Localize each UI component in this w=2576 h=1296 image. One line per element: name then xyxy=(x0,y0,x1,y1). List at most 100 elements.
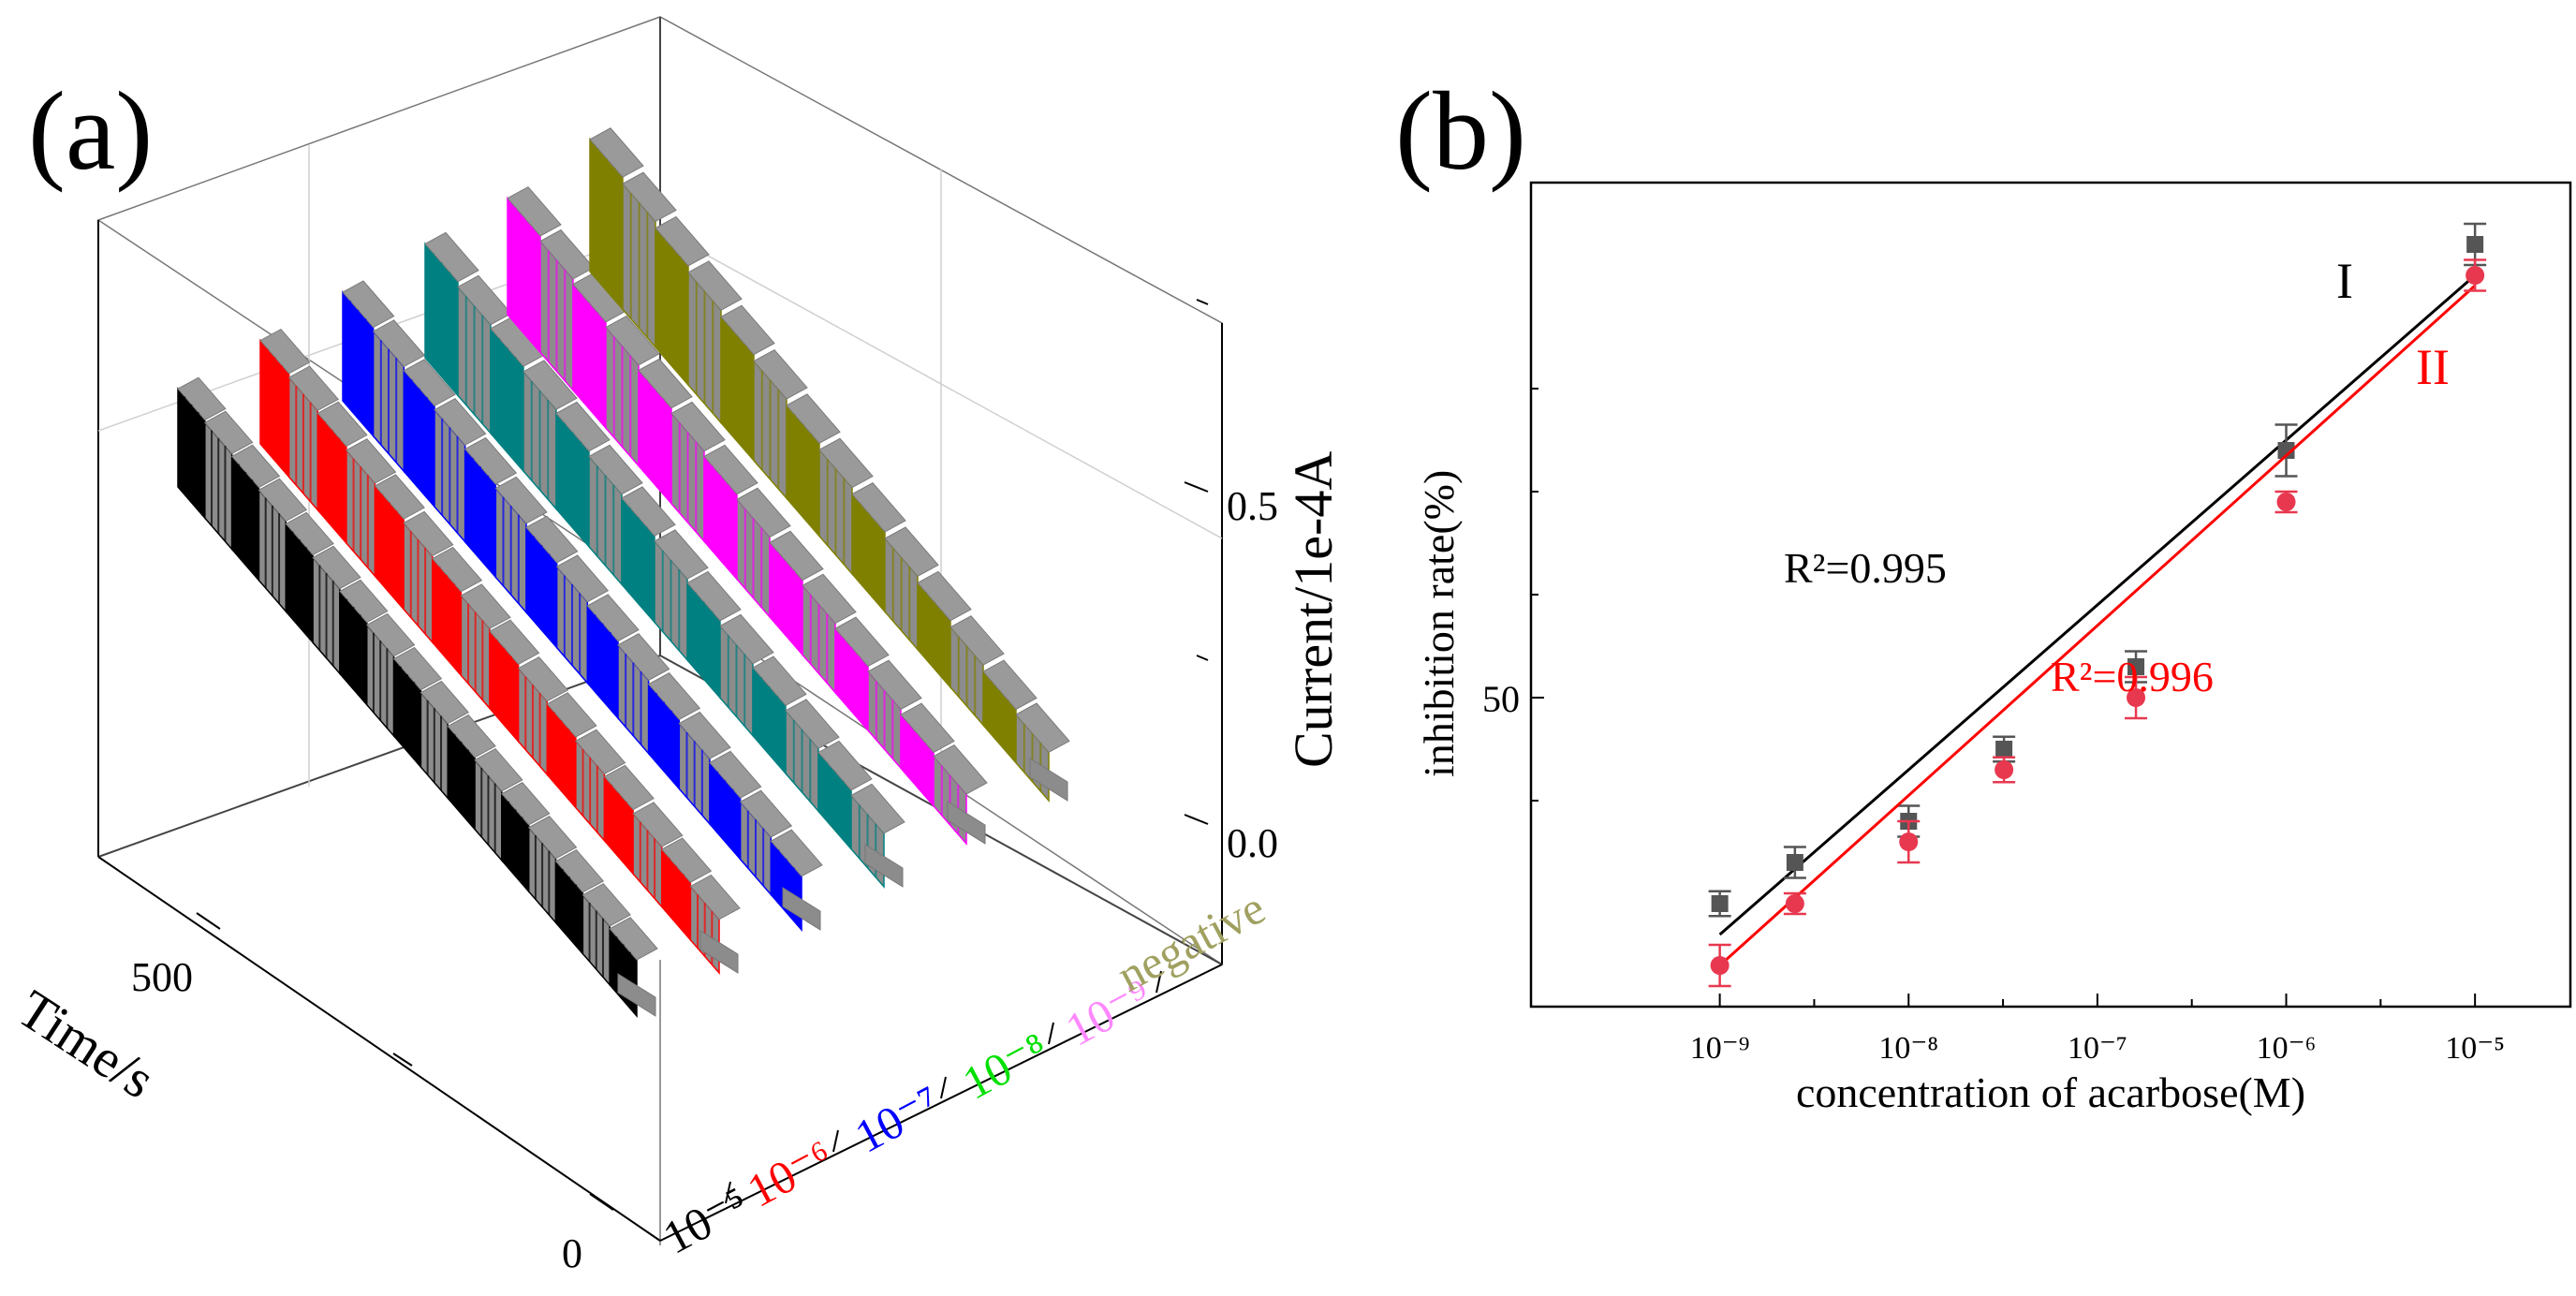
point-I-1 xyxy=(1786,854,1803,871)
point-II-4 xyxy=(2127,688,2146,707)
trace-1 xyxy=(259,328,741,976)
step-top-2-11 xyxy=(678,711,731,759)
plot-b-y-label: inhibition rate(%) xyxy=(1415,470,1463,777)
step-top-2-10 xyxy=(647,672,701,720)
step-top-1-3 xyxy=(346,438,397,484)
step-top-2-14 xyxy=(770,829,823,877)
r2-label-I: R²=0.995 xyxy=(1784,544,1947,592)
step-top-4-5 xyxy=(670,401,726,452)
time-tick-major-500 xyxy=(196,912,221,930)
point-I-4 xyxy=(2127,658,2145,675)
step-top-4-3 xyxy=(605,315,660,366)
series-label-II: II xyxy=(2416,339,2450,395)
step-top-0-16 xyxy=(609,917,658,961)
trace-4 xyxy=(507,185,988,847)
step-top-2-3 xyxy=(434,397,487,446)
point-I-6 xyxy=(2466,236,2484,253)
trace-2 xyxy=(342,280,823,933)
step-top-0-5 xyxy=(312,545,361,590)
z-axis-label: Current/1e-4A xyxy=(1283,451,1344,768)
step-top-3-9 xyxy=(719,613,774,665)
step-top-3-0 xyxy=(424,231,479,283)
step-top-3-10 xyxy=(752,655,807,706)
z-tick-1: 0.5 xyxy=(1227,483,1278,529)
step-top-3-6 xyxy=(621,486,676,537)
step-top-4-12 xyxy=(900,702,955,754)
step-top-3-8 xyxy=(686,570,742,622)
step-top-1-1 xyxy=(287,365,340,412)
trace-end-2 xyxy=(782,887,821,931)
step-top-1-0 xyxy=(259,328,311,375)
step-top-3-4 xyxy=(555,401,611,452)
step-top-2-2 xyxy=(403,359,456,407)
fit-line-I xyxy=(1718,273,2477,936)
category-label-1: 10⁻⁶ xyxy=(739,1129,841,1216)
step-top-0-13 xyxy=(527,816,578,860)
y-tick-label-50: 50 xyxy=(1482,678,1520,720)
step-top-3-5 xyxy=(588,444,643,495)
panel-a: (a) 0.0 0.5 Current/1e-4A xyxy=(7,16,1344,1276)
step-top-4-9 xyxy=(802,573,857,625)
z-tick-major-0 xyxy=(1184,814,1209,825)
panel-b: (b) inhibition rate(%) concentration of … xyxy=(1395,68,2572,1116)
trace-end-5 xyxy=(1029,758,1068,802)
point-II-5 xyxy=(2276,493,2296,511)
step-top-1-13 xyxy=(632,802,684,847)
step-top-2-12 xyxy=(709,750,762,799)
step-top-5-13 xyxy=(1015,702,1070,754)
step-top-5-10 xyxy=(917,570,972,622)
panel-b-label: (b) xyxy=(1395,68,1526,193)
point-II-1 xyxy=(1785,894,1804,913)
x-tick-label-0: 10⁻⁹ xyxy=(1690,1031,1750,1066)
step-top-1-10 xyxy=(546,692,597,738)
step-top-5-9 xyxy=(884,526,939,578)
z-tick-minor-1 xyxy=(1196,655,1209,661)
step-top-3-13 xyxy=(850,783,905,834)
plot-b-area: 10⁻⁹ 10⁻⁸ 10⁻⁷ 10⁻⁶ 10⁻⁵50IIIR²=0.995R²=0.99… xyxy=(1482,222,2505,1066)
step-top-0-2 xyxy=(230,444,281,489)
step-top-2-4 xyxy=(464,436,518,485)
point-I-3 xyxy=(1995,741,2013,758)
step-top-1-5 xyxy=(403,510,454,557)
step-top-3-3 xyxy=(523,360,578,410)
step-top-4-4 xyxy=(638,358,693,409)
step-top-0-8 xyxy=(392,646,443,691)
step-top-0-10 xyxy=(447,714,496,758)
point-II-2 xyxy=(1899,832,1919,851)
x-tick-label-1: 10⁻⁸ xyxy=(1878,1031,1938,1066)
z-tick-0: 0.0 xyxy=(1227,820,1278,866)
step-top-5-6 xyxy=(786,393,841,444)
step-top-2-9 xyxy=(617,633,670,682)
point-II-0 xyxy=(1710,956,1730,975)
point-I-5 xyxy=(2277,442,2295,459)
panel-a-label: (a) xyxy=(28,68,153,193)
step-top-1-11 xyxy=(575,729,626,775)
z-tick-major-1 xyxy=(1184,481,1209,493)
cat-tick-3 xyxy=(940,1076,947,1099)
plot-a-floor-front-right xyxy=(659,964,1223,1242)
step-top-0-0 xyxy=(177,376,227,421)
step-top-0-1 xyxy=(204,410,254,455)
x-tick-label-4: 10⁻⁵ xyxy=(2445,1031,2505,1066)
point-II-3 xyxy=(1995,760,2014,779)
step-top-0-7 xyxy=(365,612,416,657)
step-top-0-3 xyxy=(258,478,308,523)
step-top-1-8 xyxy=(489,619,540,666)
time-axis xyxy=(196,912,614,1211)
trace-3 xyxy=(424,231,905,890)
step-top-0-4 xyxy=(285,511,334,556)
step-top-5-2 xyxy=(655,215,710,267)
step-top-3-7 xyxy=(654,529,709,580)
cat-tick-2 xyxy=(832,1129,839,1153)
point-I-0 xyxy=(1711,895,1729,912)
step-top-2-5 xyxy=(494,476,548,524)
time-tick-500: 500 xyxy=(131,954,193,1000)
step-top-4-7 xyxy=(736,487,791,538)
step-top-5-7 xyxy=(818,437,874,489)
step-top-1-7 xyxy=(460,583,511,629)
step-top-5-11 xyxy=(949,615,1005,666)
step-top-5-0 xyxy=(589,127,644,178)
step-top-5-8 xyxy=(851,482,906,533)
